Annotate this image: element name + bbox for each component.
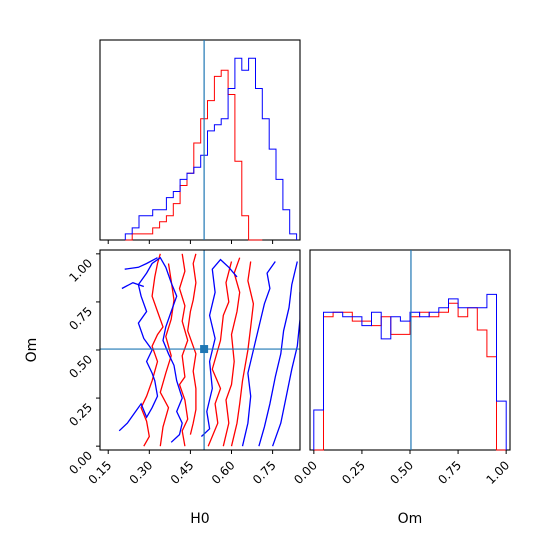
truth-marker	[200, 345, 208, 353]
om-hist-tick-label: 1.00	[483, 458, 512, 487]
om-hist-frame	[310, 250, 510, 450]
h0-hist-red-series	[125, 70, 262, 240]
om-hist-tick-label: 0.00	[291, 458, 320, 487]
om-histogram-panel: 0.00 0.25 0.50 0.75 1.00	[291, 250, 512, 487]
h0-hist-frame	[100, 40, 300, 240]
h0-histogram-panel	[100, 40, 300, 244]
h0-om-contour-panel: 0.15 0.30 0.45 0.60 0.750.000.250.500.751.00	[66, 250, 300, 487]
h0-tick-label: 0.45	[168, 458, 197, 487]
x-axis-label-om: Om	[398, 511, 423, 527]
x-axis-label-h0: H0	[190, 511, 209, 527]
om-hist-tick-label: 0.25	[339, 458, 368, 487]
h0-tick-label: 0.30	[127, 458, 156, 487]
om-hist-red-series	[314, 303, 506, 450]
h0-tick-label: 0.75	[250, 458, 279, 487]
h0-tick-label: 0.60	[209, 458, 238, 487]
om-tick-label: 0.25	[66, 400, 95, 429]
om-tick-label: 0.50	[66, 352, 95, 381]
om-tick-label: 1.00	[66, 256, 95, 285]
om-tick-label: 0.75	[66, 304, 95, 333]
h0-hist-blue-series	[125, 58, 296, 240]
om-hist-tick-label: 0.75	[435, 458, 464, 487]
om-hist-tick-label: 0.50	[387, 458, 416, 487]
y-axis-label-om: Om	[24, 338, 40, 363]
